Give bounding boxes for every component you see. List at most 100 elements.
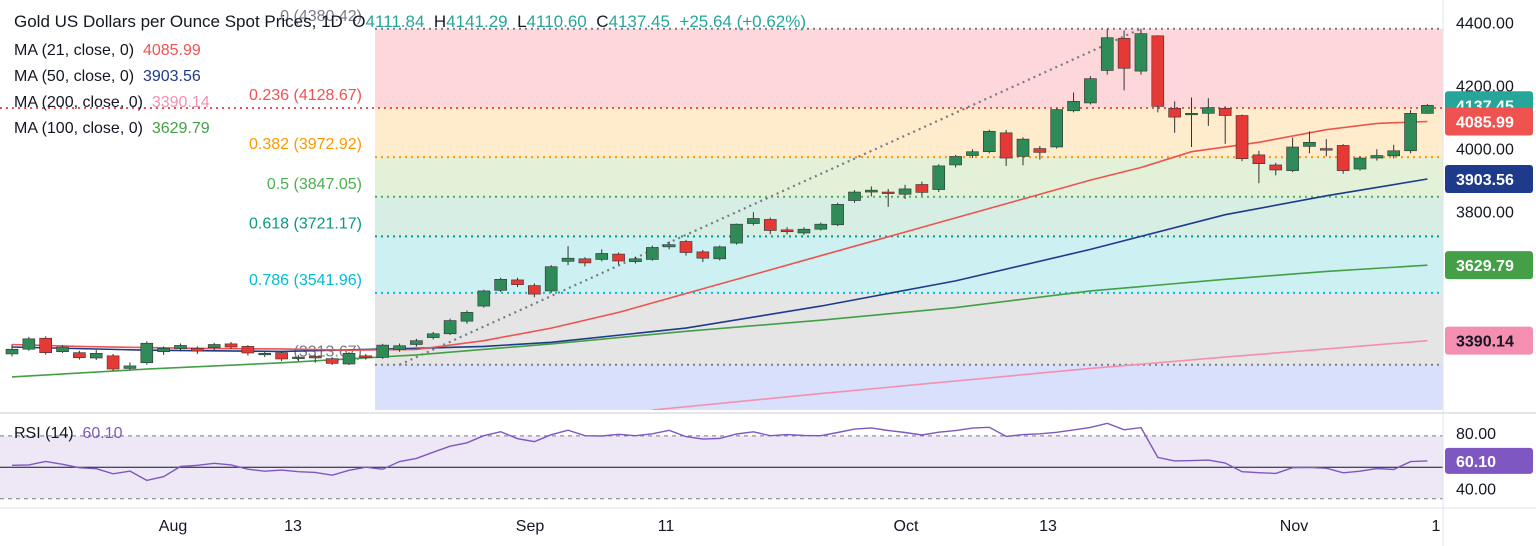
- rsi-value: 60.10: [82, 425, 123, 442]
- candle-body: [39, 337, 53, 353]
- trend-line: [399, 27, 1142, 366]
- candle: [1016, 137, 1030, 166]
- candle: [1134, 28, 1148, 75]
- ma100-label: MA (100, close, 0): [14, 120, 143, 137]
- candle: [881, 188, 895, 207]
- fib-band-extension: [375, 364, 1443, 410]
- candle-body: [881, 191, 895, 194]
- candle-body: [898, 188, 912, 195]
- candle: [308, 354, 322, 363]
- candle: [1033, 146, 1047, 160]
- candle-body: [5, 348, 19, 355]
- candle: [814, 222, 828, 231]
- ma50-tag-bg: [1445, 164, 1533, 193]
- candle-body: [426, 333, 440, 338]
- candle-body: [763, 219, 777, 231]
- close-label: C: [596, 12, 609, 31]
- candle: [511, 277, 524, 288]
- candle: [730, 223, 743, 245]
- candle: [898, 184, 912, 199]
- ma100-legend[interactable]: MA (100, close, 0) 3629.79: [14, 120, 210, 138]
- rsi-legend[interactable]: RSI (14) 60.10: [14, 425, 123, 443]
- candle-body: [106, 355, 120, 370]
- time-tick-label: Nov: [1280, 518, 1308, 535]
- candle: [426, 331, 440, 340]
- candle: [1202, 98, 1215, 126]
- close-value: 4137.45: [608, 12, 670, 31]
- fibonacci-trendline: [399, 27, 1142, 366]
- candle: [612, 252, 625, 265]
- candle-body: [528, 285, 541, 295]
- candle: [460, 310, 474, 324]
- candle: [22, 336, 36, 351]
- candle: [191, 346, 204, 354]
- ma50-label: MA (50, close, 0): [14, 68, 135, 85]
- candle-body: [191, 347, 204, 352]
- time-tick-label: Oct: [894, 518, 919, 535]
- price-tick-label: 4400.00: [1456, 16, 1514, 33]
- candle-body: [1353, 157, 1367, 170]
- ma21-label: MA (21, close, 0): [14, 42, 135, 59]
- candle: [999, 130, 1013, 166]
- time-axis: Aug 13 Sep 11 Oct 13 Nov 1: [0, 507, 1536, 535]
- candle-body: [1336, 145, 1350, 171]
- rsi-label: RSI (14): [14, 425, 74, 442]
- candle: [376, 343, 390, 359]
- candle: [1370, 149, 1384, 161]
- candle-body: [376, 344, 390, 358]
- ma21-tag-text: 4085.99: [1456, 114, 1514, 131]
- candle-body: [460, 312, 474, 322]
- candle: [865, 186, 878, 197]
- candle: [292, 355, 305, 362]
- candle: [494, 277, 507, 292]
- candle: [561, 246, 575, 266]
- candle: [1421, 104, 1434, 114]
- candle-body: [865, 189, 878, 193]
- candle-body: [275, 352, 288, 360]
- candle: [595, 249, 609, 262]
- candle: [5, 344, 19, 357]
- ma50-tag-text: 3903.56: [1456, 172, 1514, 189]
- candle-body: [1218, 107, 1232, 116]
- candle-body: [780, 229, 794, 233]
- candle-body: [1084, 78, 1097, 104]
- candle-body: [292, 356, 305, 359]
- candle-body: [1421, 104, 1434, 114]
- candle-body: [915, 184, 929, 193]
- candle: [1100, 28, 1114, 75]
- candle: [848, 190, 861, 203]
- candle-body: [73, 352, 86, 359]
- candle: [1050, 108, 1063, 149]
- candle: [258, 351, 272, 358]
- candle-body: [612, 253, 625, 262]
- time-tick-label: 11: [658, 518, 675, 535]
- ma100-value: 3629.79: [151, 120, 210, 137]
- ma21-legend[interactable]: MA (21, close, 0) 4085.99: [14, 42, 201, 60]
- ma21-value: 4085.99: [142, 42, 201, 59]
- low-value: 4110.60: [526, 12, 587, 31]
- candle-body: [1117, 38, 1131, 69]
- price-tick-label: 4000.00: [1456, 142, 1514, 159]
- fib-level-label: 0.5 (3847.05): [267, 176, 362, 193]
- low-label: L: [517, 12, 527, 31]
- candle: [39, 336, 53, 355]
- candle-body: [696, 251, 710, 259]
- ma200-label: MA (200, close, 0): [14, 94, 143, 111]
- fib-band: [375, 292, 1443, 365]
- candle: [831, 202, 844, 227]
- ma200-legend[interactable]: MA (200, close, 0) 3390.14: [14, 94, 210, 112]
- candle: [1387, 144, 1400, 159]
- candle-body: [747, 218, 760, 224]
- candle-body: [1050, 109, 1063, 148]
- candle: [528, 283, 541, 298]
- rsi-pane: 80.00 40.00 60.10: [0, 412, 1536, 500]
- ma50-legend[interactable]: MA (50, close, 0) 3903.56: [14, 68, 201, 86]
- candle-body: [1151, 35, 1165, 107]
- fib-band: [375, 236, 1443, 293]
- candle-body: [932, 165, 946, 190]
- candle-body: [224, 343, 238, 348]
- candle: [662, 241, 676, 250]
- candle: [982, 129, 996, 154]
- ma200-tag-bg: [1445, 326, 1533, 355]
